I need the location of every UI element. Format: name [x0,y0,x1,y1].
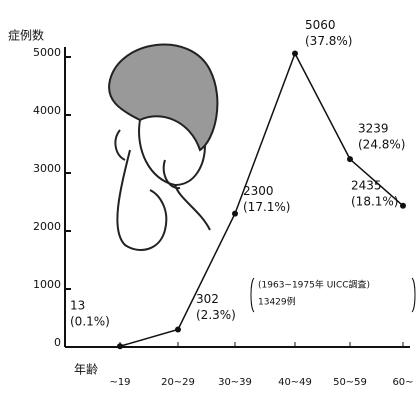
value-label: 5060 [305,18,336,32]
x-axis-label: 年齢 [74,362,98,377]
y-axis-label: 症例数 [8,28,44,43]
x-tick-label: 60~ [392,377,413,388]
y-tick-label: 4000 [33,104,61,117]
line [119,51,404,347]
cartoon-woman [108,43,219,251]
x-tick-label: 50~59 [333,377,367,388]
value-label: 13 [70,299,85,313]
x-tick-label: 20~29 [161,377,195,388]
value-label: 2435 [351,178,382,192]
x-tick-label: ~19 [109,377,130,388]
percent-label: (0.1%) [70,315,110,329]
value-label: 2300 [243,184,274,198]
percent-label: (24.8%) [358,138,405,152]
value-label: 302 [196,292,219,306]
x-tick-label: 30~39 [218,377,252,388]
percent-label: (17.1%) [243,200,290,214]
y-tick-label: 2000 [33,220,61,233]
point [400,202,406,209]
point [292,50,298,57]
annotation: (1963~1975年 UICC調査) [258,279,370,291]
point [175,326,181,333]
point [117,343,123,350]
point [347,156,353,163]
point [232,210,238,217]
percent-label: (37.8%) [305,34,352,48]
y-tick-label: 5000 [33,46,61,59]
y-tick-label: 3000 [33,162,61,175]
value-label: 3239 [358,122,389,136]
x-tick-label: 40~49 [278,377,312,388]
percent-label: (18.1%) [351,194,398,208]
y-tick-label: 0 [54,336,61,349]
annotation: 13429例 [258,296,296,308]
percent-label: (2.3%) [196,308,236,322]
y-tick-label: 1000 [33,278,61,291]
annotation-box: (1963~1975年 UICC調査) 13429例 [250,277,416,313]
